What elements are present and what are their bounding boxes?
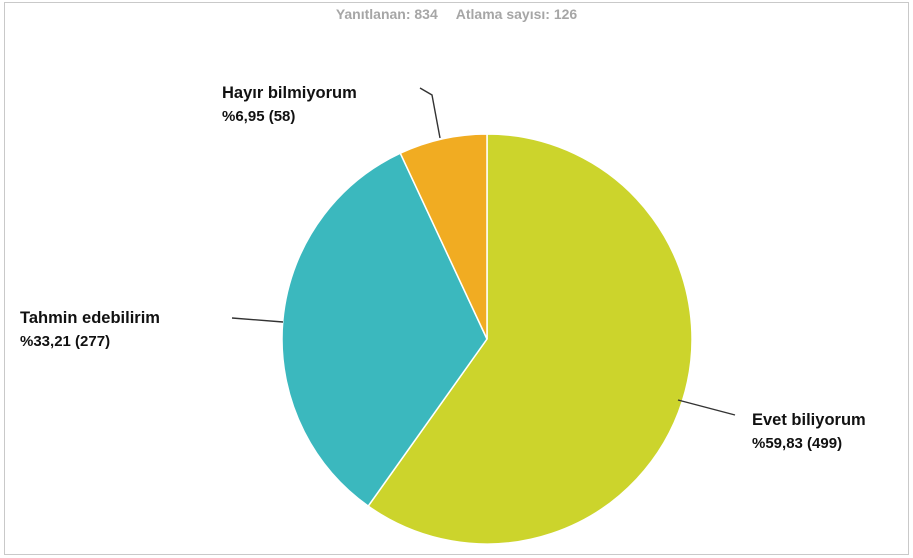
slice-label-name-1: Evet biliyorum <box>752 411 866 429</box>
answered-count: Yanıtlanan: 834 <box>335 6 438 22</box>
slice-label-name-2: Tahmin edebilirim <box>20 309 160 327</box>
leader-line-1 <box>677 399 736 416</box>
pie-slice-3 <box>399 133 488 340</box>
leader-line-2 <box>231 317 284 323</box>
slice-label-value-1: %59,83 (499) <box>752 435 842 452</box>
pie-slices <box>281 133 693 545</box>
slice-label-name-3: Hayır bilmiyorum <box>222 84 357 102</box>
slice-label-value-3: %6,95 (58) <box>222 108 295 125</box>
response-summary: Yanıtlanan: 834 Atlama sayısı: 126 <box>0 6 913 22</box>
skipped-count: Atlama sayısı: 126 <box>455 6 578 22</box>
slice-labels: Evet biliyorum %59,83 (499) Tahmin edebili… <box>20 84 866 452</box>
pie-slice-2 <box>281 152 488 508</box>
leader-lines <box>231 87 736 416</box>
slice-label-value-2: %33,21 (277) <box>20 333 110 350</box>
leader-line-3 <box>419 87 441 139</box>
